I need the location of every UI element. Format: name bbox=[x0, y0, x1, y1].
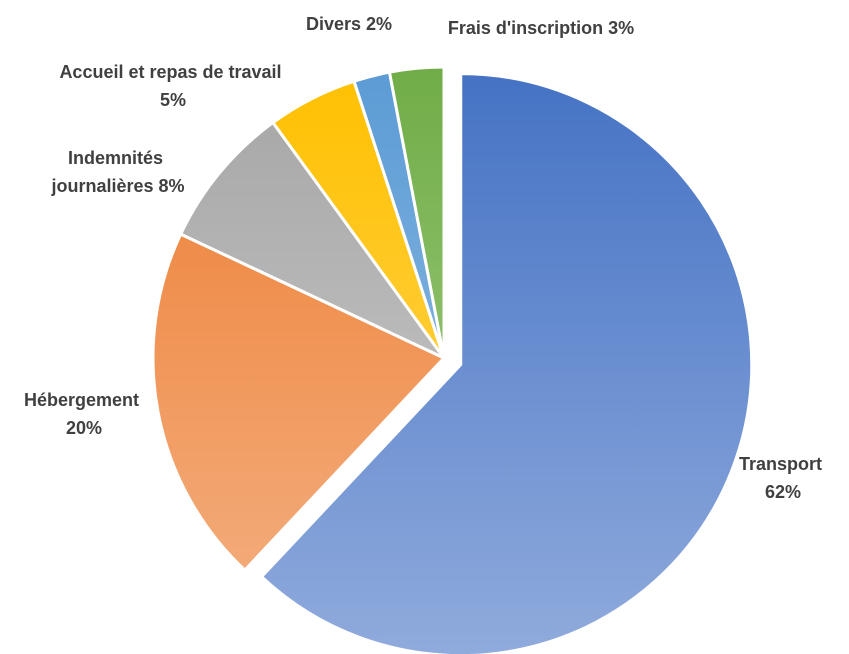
pie-slice-hebergement bbox=[151, 232, 446, 572]
data-labels: Transport 62% Hébergement 20% Indemnités… bbox=[24, 14, 827, 502]
pie-slices bbox=[151, 65, 754, 654]
label-accueil: Accueil et repas de travail 5% bbox=[59, 62, 286, 110]
label-hebergement: Hébergement 20% bbox=[24, 390, 144, 438]
label-divers: Divers 2% bbox=[306, 14, 392, 34]
label-indemnites: Indemnités journalières 8% bbox=[50, 148, 184, 196]
label-frais-inscription: Frais d'inscription 3% bbox=[448, 18, 634, 38]
label-transport: Transport 62% bbox=[739, 454, 827, 502]
pie-slice-indemnites-journalieres bbox=[179, 121, 446, 360]
pie-slice-transport bbox=[260, 72, 754, 654]
pie-slice-frais-d-inscription bbox=[387, 65, 446, 360]
